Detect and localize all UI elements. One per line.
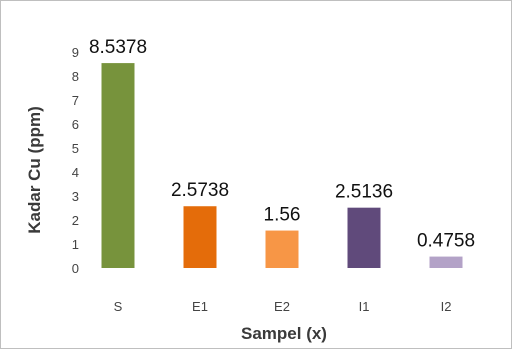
y-tick-label: 9 bbox=[72, 45, 79, 60]
data-label-i1: 2.5136 bbox=[335, 182, 393, 203]
category-label-e2: E2 bbox=[274, 299, 290, 314]
y-tick-label: 2 bbox=[72, 213, 79, 228]
category-label-s: S bbox=[114, 299, 123, 314]
category-label-i2: I2 bbox=[441, 299, 452, 314]
x-axis-categories: S E1 E2 I1 I2 bbox=[114, 299, 452, 314]
y-tick-label: 5 bbox=[72, 141, 79, 156]
y-tick-label: 6 bbox=[72, 117, 79, 132]
data-label-s: 8.5378 bbox=[89, 37, 147, 58]
data-labels: 8.5378 2.5738 1.56 2.5136 0.4758 bbox=[89, 37, 475, 251]
y-tick-label: 3 bbox=[72, 189, 79, 204]
bar-i2 bbox=[429, 256, 463, 268]
data-label-e2: 1.56 bbox=[264, 205, 301, 226]
x-axis-title: Sampel (x) bbox=[241, 324, 327, 343]
data-label-i2: 0.4758 bbox=[417, 231, 475, 252]
bar-i1 bbox=[347, 207, 381, 268]
bar-s bbox=[101, 63, 135, 268]
y-tick-label: 1 bbox=[72, 237, 79, 252]
y-axis-title: Kadar Cu (ppm) bbox=[25, 106, 44, 234]
data-label-e1: 2.5738 bbox=[171, 180, 229, 201]
y-axis-ticks: 0 1 2 3 4 5 6 7 8 9 bbox=[72, 45, 79, 276]
bar-e2 bbox=[265, 230, 299, 268]
bar-e1 bbox=[183, 206, 217, 268]
y-tick-label: 4 bbox=[72, 165, 79, 180]
bars bbox=[101, 63, 463, 268]
category-label-i1: I1 bbox=[359, 299, 370, 314]
y-tick-label: 8 bbox=[72, 69, 79, 84]
category-label-e1: E1 bbox=[192, 299, 208, 314]
y-tick-label: 7 bbox=[72, 93, 79, 108]
y-tick-label: 0 bbox=[72, 261, 79, 276]
